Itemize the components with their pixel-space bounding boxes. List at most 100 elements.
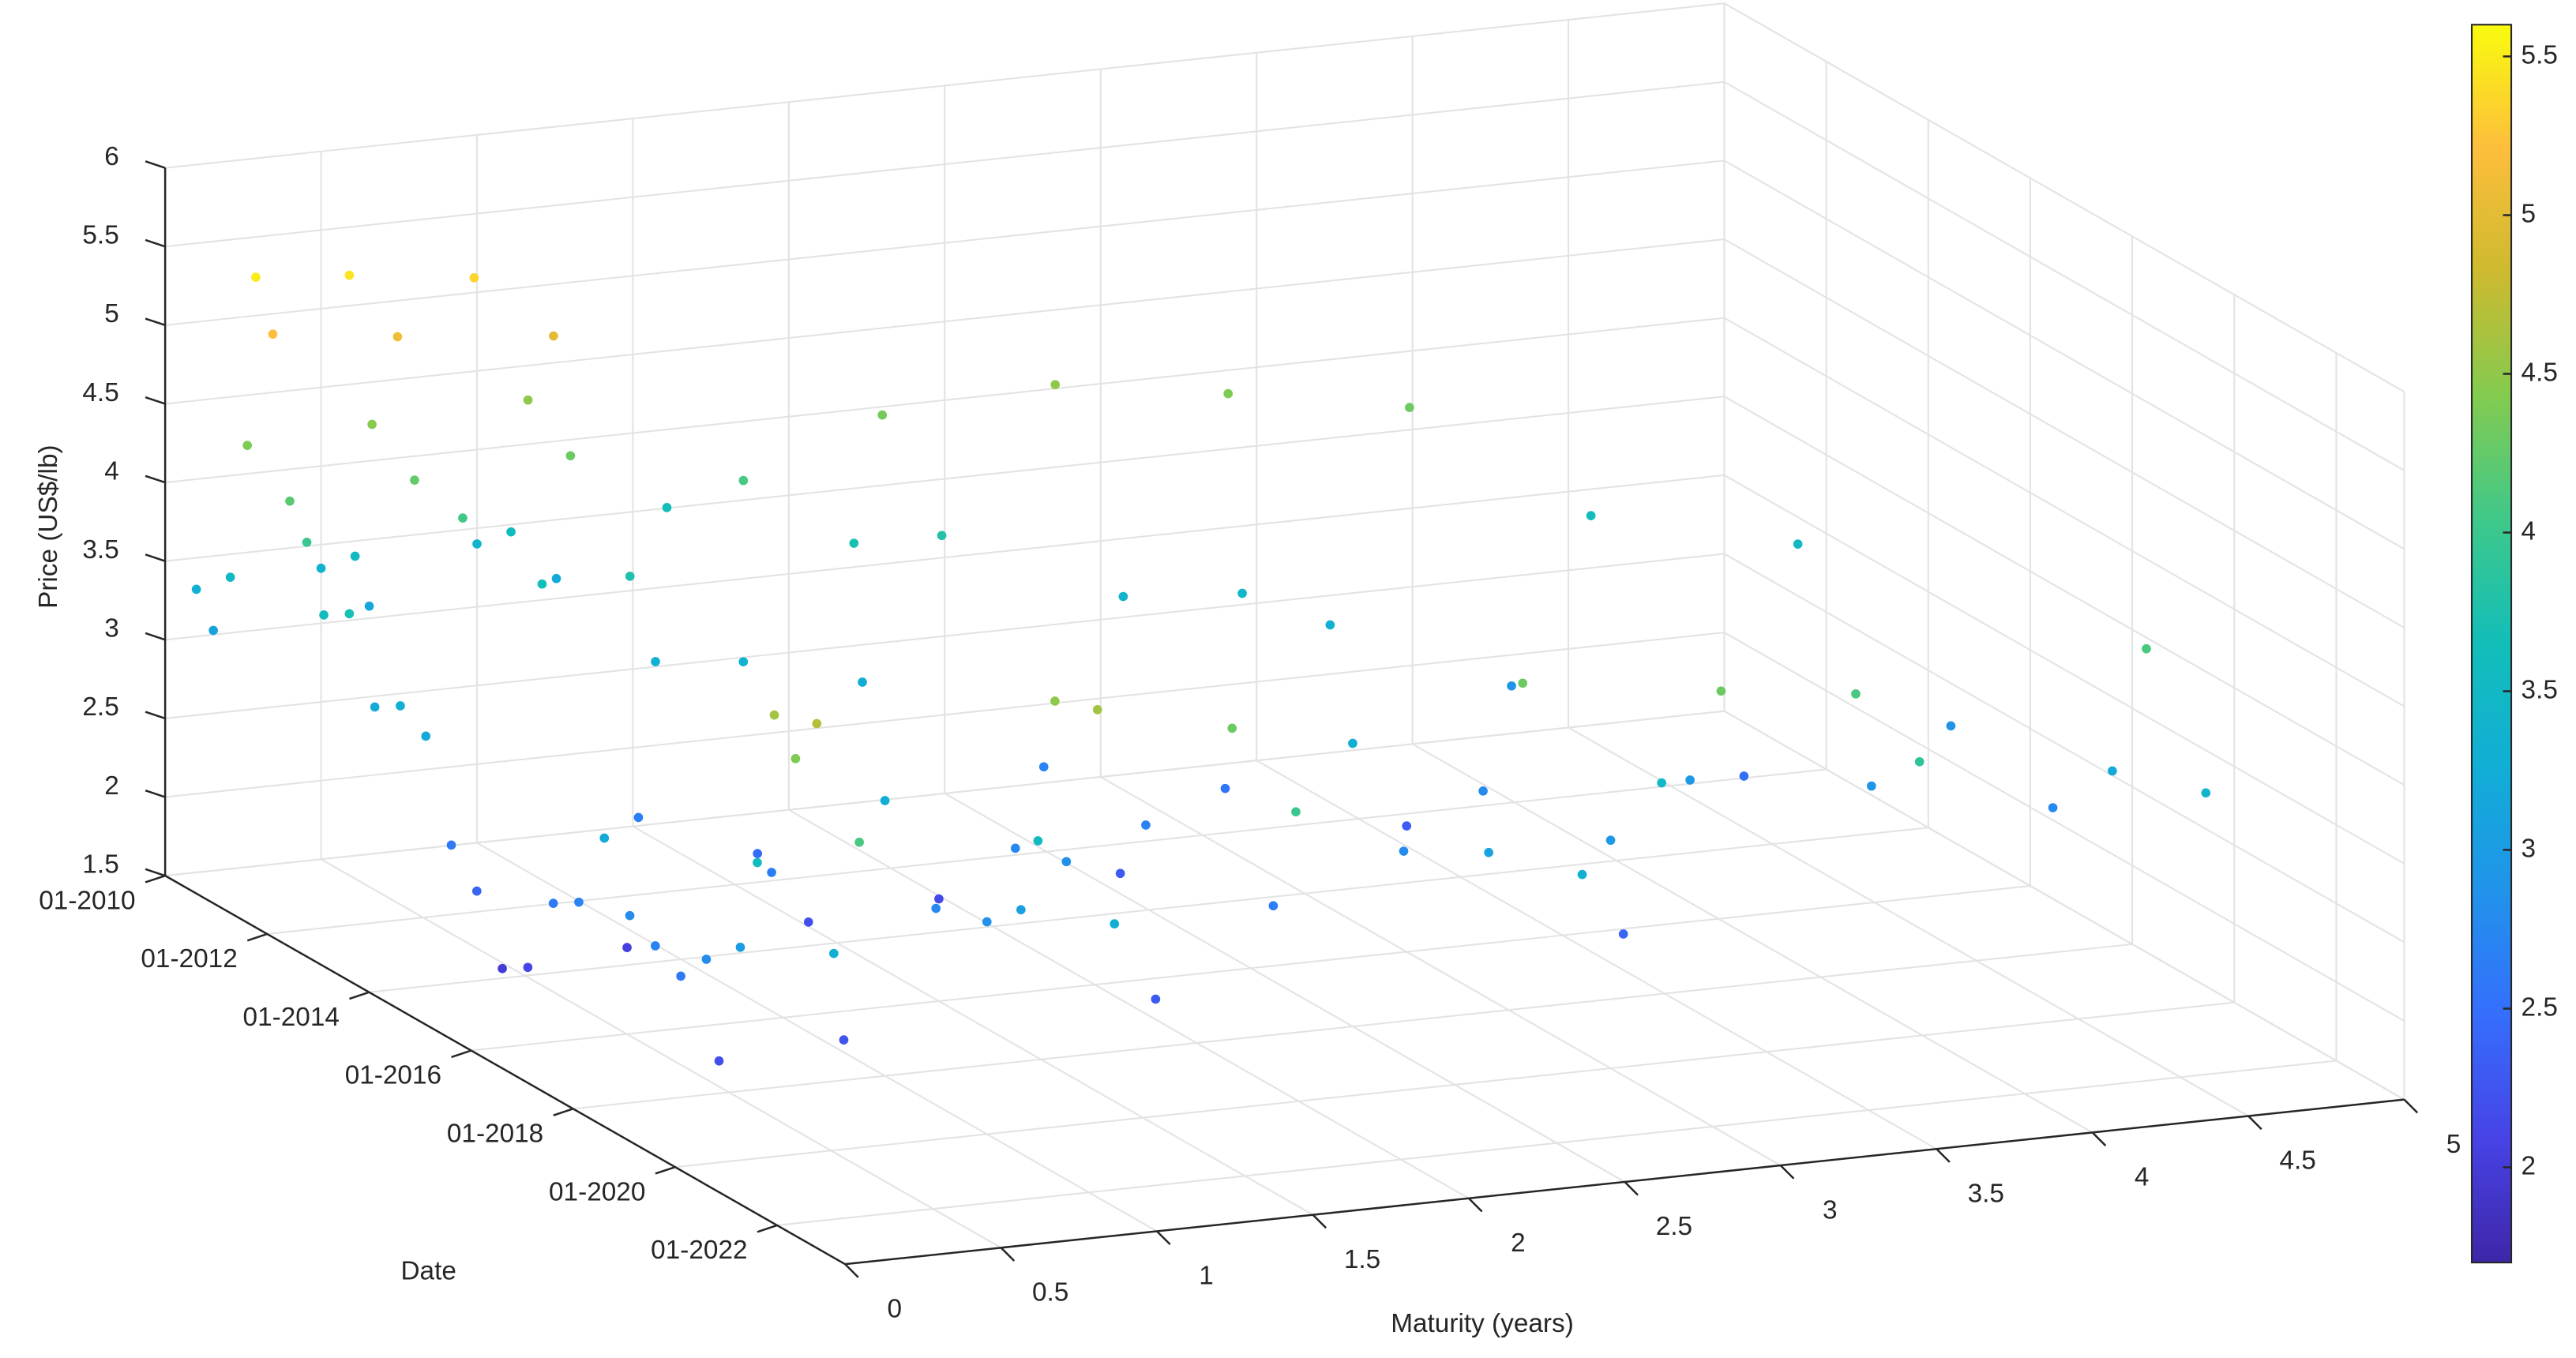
point [1518,678,1528,688]
point [392,332,403,342]
grid-line [776,1060,2337,1226]
grid-line [1568,726,2249,1117]
point [1092,704,1102,715]
point [1484,847,1493,857]
grid-line [1723,474,2405,865]
point [651,657,660,666]
x-tick [844,1263,859,1278]
point [1405,403,1414,412]
point [937,531,947,541]
point [1586,511,1596,520]
point [803,917,813,927]
point [1577,869,1587,880]
y-tick [451,1049,471,1059]
point [469,273,479,283]
y-tick [145,874,166,883]
x-tick-label: 0 [887,1294,902,1323]
point [790,753,801,763]
point [849,538,859,548]
colorbar-scale [2470,24,2513,1264]
x-axis-label: Maturity (years) [1391,1309,1574,1338]
y-tick-label: 01-2020 [549,1177,645,1206]
z-tick [145,317,166,327]
grid-line [1723,2,2405,393]
y-tick-label: 01-2016 [345,1061,441,1090]
point [1061,857,1072,867]
colorbar-tick-label: 5 [2522,199,2537,228]
grid-line [1723,396,2405,786]
point [548,898,558,908]
x-tick-label: 3 [1823,1195,1838,1225]
point [880,796,890,805]
point [1399,846,1409,856]
point [344,609,355,619]
point [931,903,941,913]
point [812,718,822,729]
point [1402,821,1412,831]
point [523,395,533,405]
grid-line [1723,238,2405,628]
grid-line [1412,743,2093,1134]
grid-line [632,825,1313,1216]
colorbar-tick-label: 2.5 [2522,992,2558,1022]
point [574,897,584,907]
point [1010,843,1020,853]
point [662,503,672,512]
point [625,572,635,581]
point [738,657,749,666]
point [735,942,745,952]
y-tick-label: 01-2018 [447,1120,543,1149]
z-tick-label: 2.5 [82,692,118,722]
x-tick [1624,1181,1639,1196]
points [191,270,2211,1066]
point [421,731,431,741]
point [633,812,644,823]
x-tick-label: 4.5 [2279,1146,2315,1176]
grid-line [165,396,1725,562]
y-tick [246,932,268,942]
point [1118,591,1128,602]
z-tick [145,632,166,641]
point [1716,686,1726,696]
x-tick-label: 1 [1199,1262,1214,1291]
y-tick-label: 01-2022 [651,1236,747,1265]
z-tick-label: 4.5 [82,378,118,407]
z-tick-label: 1.5 [82,850,118,879]
z-tick-label: 3.5 [82,535,118,565]
point [506,527,516,537]
point [446,840,456,850]
point [1618,929,1628,939]
point [1033,836,1043,846]
z-tick [145,475,166,484]
point [2048,803,2058,812]
y-tick-label: 01-2012 [141,944,237,973]
point [1478,786,1488,796]
point [396,701,405,711]
x-tick [1156,1230,1171,1246]
y-tick [757,1224,778,1233]
z-tick [145,238,166,248]
z-tick-label: 6 [104,142,119,171]
z-tick-label: 4 [104,456,119,486]
grid-line [1723,710,2405,1101]
grid [164,2,2405,1266]
grid-line [165,632,1725,798]
point [701,955,712,964]
point [1237,588,1247,598]
x-tick-label: 4 [2135,1163,2150,1192]
grid-line [165,238,1725,405]
grid-line [1723,81,2405,471]
z-tick-label: 5.5 [82,221,118,250]
z-tick-label: 3 [104,614,119,643]
point [523,962,533,973]
point [1141,820,1151,830]
grid-line [267,768,1827,935]
colorbar-tick-label: 4 [2522,516,2537,546]
point [2201,788,2211,798]
point [676,971,685,981]
grid-line [165,317,1725,484]
point [854,837,864,847]
point [1110,919,1120,928]
point [1016,905,1026,915]
